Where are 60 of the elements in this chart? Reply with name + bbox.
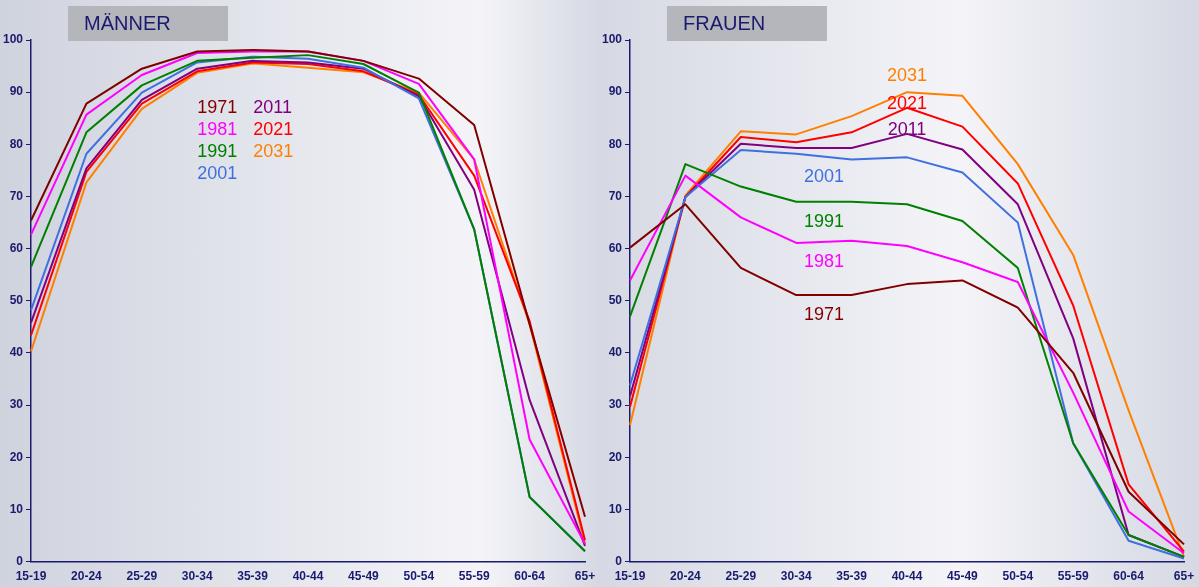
series-label: 2001 <box>803 165 844 186</box>
y-tick-label: 30 <box>9 397 24 412</box>
y-tick-label: 70 <box>608 188 623 203</box>
x-tick-label: 35-39 <box>237 569 269 584</box>
x-tick-label: 25-29 <box>126 569 158 584</box>
x-tick-label: 55-59 <box>458 569 490 584</box>
x-tick-label: 50-54 <box>403 569 435 584</box>
y-tick-label: 70 <box>9 188 24 203</box>
text: 1981 <box>197 118 238 139</box>
x-tick-label: 30-34 <box>780 569 812 584</box>
x-tick-label: 65+ <box>1173 569 1195 584</box>
y-tick-label: 20 <box>608 449 623 464</box>
x-tick-label: 50-54 <box>1002 569 1034 584</box>
series-label: 1991 <box>803 210 844 231</box>
y-tick-label: 100 <box>601 32 623 47</box>
text: 1971 <box>197 96 238 117</box>
y-tick-label: 90 <box>608 84 623 99</box>
x-tick-label: 55-59 <box>1057 569 1089 584</box>
chart-title: FRAUEN <box>667 6 827 41</box>
x-tick-label: 45-49 <box>947 569 979 584</box>
series-label: 1971 <box>803 304 844 325</box>
x-tick-label: 15-19 <box>614 569 646 584</box>
text: 2031 <box>253 140 294 161</box>
y-tick-label: 0 <box>615 553 623 568</box>
x-tick-label: 45-49 <box>348 569 380 584</box>
x-tick-label: 20-24 <box>670 569 702 584</box>
text: 1991 <box>197 140 238 161</box>
x-tick-label: 30-34 <box>181 569 213 584</box>
y-tick-label: 10 <box>608 501 623 516</box>
y-tick-label: 80 <box>608 136 623 151</box>
y-tick-label: 90 <box>9 84 24 99</box>
x-tick-label: 20-24 <box>71 569 103 584</box>
y-tick-label: 40 <box>608 345 623 360</box>
y-tick-label: 10 <box>9 501 24 516</box>
y-tick-label: 60 <box>9 240 24 255</box>
x-tick-label: 35-39 <box>836 569 868 584</box>
series-label: 2011 <box>887 118 927 139</box>
series-label: 1981 <box>803 250 844 271</box>
chart-title: MÄNNER <box>68 6 228 41</box>
x-tick-label: 15-19 <box>15 569 47 584</box>
text: 2001 <box>197 162 238 183</box>
x-tick-label: 60-64 <box>1113 569 1145 584</box>
x-tick-label: 40-44 <box>292 569 324 584</box>
y-tick-label: 30 <box>608 397 623 412</box>
text: 2021 <box>253 118 294 139</box>
series-label: 2031 <box>886 65 928 86</box>
series-label: 2021 <box>886 92 928 113</box>
y-tick-label: 20 <box>9 449 24 464</box>
x-tick-label: 65+ <box>574 569 596 584</box>
y-tick-label: 50 <box>9 293 24 308</box>
y-tick-label: 100 <box>2 32 24 47</box>
series-label: 2011 <box>253 96 292 117</box>
y-tick-label: 60 <box>608 240 623 255</box>
y-tick-label: 0 <box>16 553 24 568</box>
y-tick-label: 50 <box>608 293 623 308</box>
y-tick-label: 80 <box>9 136 24 151</box>
y-tick-label: 40 <box>9 345 24 360</box>
x-tick-label: 40-44 <box>891 569 923 584</box>
x-tick-label: 60-64 <box>514 569 546 584</box>
x-tick-label: 25-29 <box>725 569 757 584</box>
